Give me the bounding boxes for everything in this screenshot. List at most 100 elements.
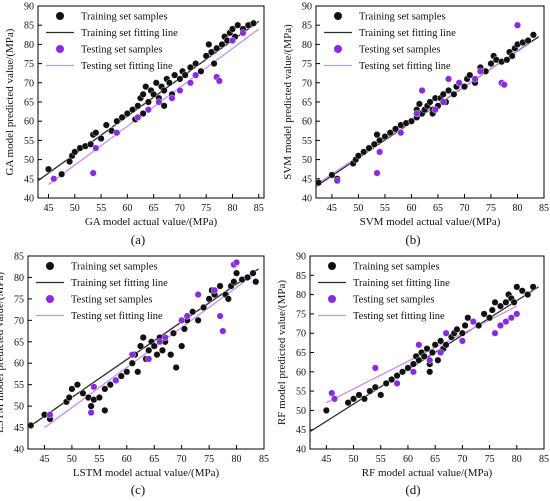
y-tick-label: 65 [296,348,306,359]
training-point [142,83,150,91]
plot-area [28,258,260,429]
training-point [529,283,537,291]
training-point [371,383,379,391]
y-tick-label: 65 [14,337,24,348]
y-tick-label: 90 [296,252,306,263]
testing-point [112,376,120,384]
training-point [134,368,142,376]
x-tick-label: 75 [201,203,211,214]
training-point [439,90,447,98]
training-point [197,67,205,75]
training-point [101,406,109,414]
testing-point [128,351,136,359]
y-tick-label: 80 [14,273,24,284]
testing-point [194,291,202,299]
legend-training-marker [56,12,64,20]
testing-point [168,94,176,102]
x-tick-label: 65 [433,203,443,214]
testing-point [376,148,384,156]
testing-point [507,314,515,322]
panel-label: (b) [405,232,420,247]
plot-area [316,21,540,188]
legend-testing-marker [46,295,54,303]
training-point [176,75,184,83]
y-tick-label: 60 [14,359,24,370]
y-tick-label: 65 [302,98,312,109]
x-tick-label: 85 [539,454,549,465]
training-point [68,385,76,393]
y-tick-label: 45 [302,174,312,185]
training-point [152,79,160,87]
x-tick-label: 60 [406,203,416,214]
testing-point [215,77,223,85]
testing-point [161,333,169,341]
legend-label: Training set fitting line [71,278,168,289]
y-tick-label: 70 [296,329,306,340]
panel-c: 45 50 55 60 65 70 75 80 85 40 45 50 55 60 65 70 75 80 85 LS… [0,252,269,498]
training-point [464,314,472,322]
training-point [453,325,461,333]
plot-area [310,283,539,433]
training-point [58,170,66,178]
training-point [524,291,532,299]
legend-label: Testing set fitting line [353,311,445,322]
y-tick-label: 85 [302,21,312,32]
training-point [322,406,330,414]
testing-point [228,37,236,45]
training-point [158,346,166,354]
testing-point [437,349,445,357]
x-tick-label: 70 [175,203,185,214]
training-point [249,269,257,277]
training-point [487,60,495,68]
y-tick-label: 80 [296,290,306,301]
y-tick-label: 80 [24,40,34,51]
training-point [420,352,428,360]
panel-a: 45 50 55 60 65 70 75 80 85 40 45 50 55 60 65 70 75 80 85 90… [4,2,265,247]
legend: Training set samples Training set fitting… [324,12,456,72]
x-tick-label: 65 [430,454,440,465]
training-point [95,394,103,402]
testing-point [145,355,153,363]
panel-b: 45 50 55 60 65 70 75 80 85 40 45 50 55 60 65 70 75 80 85 90… [282,2,549,248]
training-point [200,303,208,311]
training-point [66,158,74,166]
testing-point [496,321,504,329]
y-tick-label: 90 [24,2,34,13]
x-tick-label: 55 [94,454,104,465]
y-tick-label: 70 [302,78,312,89]
x-tick-label: 60 [122,203,132,214]
y-tick-label: 45 [296,425,306,436]
training-point [97,134,105,142]
training-point [192,60,200,68]
testing-point [333,177,341,185]
training-point [508,52,516,60]
testing-point [330,395,338,403]
training-point [28,421,35,429]
training-point [486,314,494,322]
testing-point [90,383,98,391]
training-point [426,98,434,106]
training-point [244,273,252,281]
legend-label: Training set fitting line [353,278,450,289]
x-tick-label: 45 [321,454,331,465]
x-tick-label: 60 [122,454,132,465]
y-tick-label: 85 [24,21,34,32]
y-tick-label: 60 [24,117,34,128]
training-point [426,368,434,376]
x-tick-label: 80 [227,203,237,214]
testing-point [134,113,142,121]
testing-point [183,312,191,320]
training-point [45,165,53,173]
x-tick-label: 55 [96,203,106,214]
y-tick-label: 40 [24,194,34,205]
plot-frame [27,255,265,450]
training-point [381,133,389,141]
training-point [354,152,362,160]
y-tick-label: 40 [302,194,312,205]
training-point [423,345,431,353]
legend-label: Training set fitting line [81,28,178,39]
training-point [139,333,147,341]
training-point [150,90,158,98]
training-point [169,329,177,337]
training-point [79,389,87,397]
